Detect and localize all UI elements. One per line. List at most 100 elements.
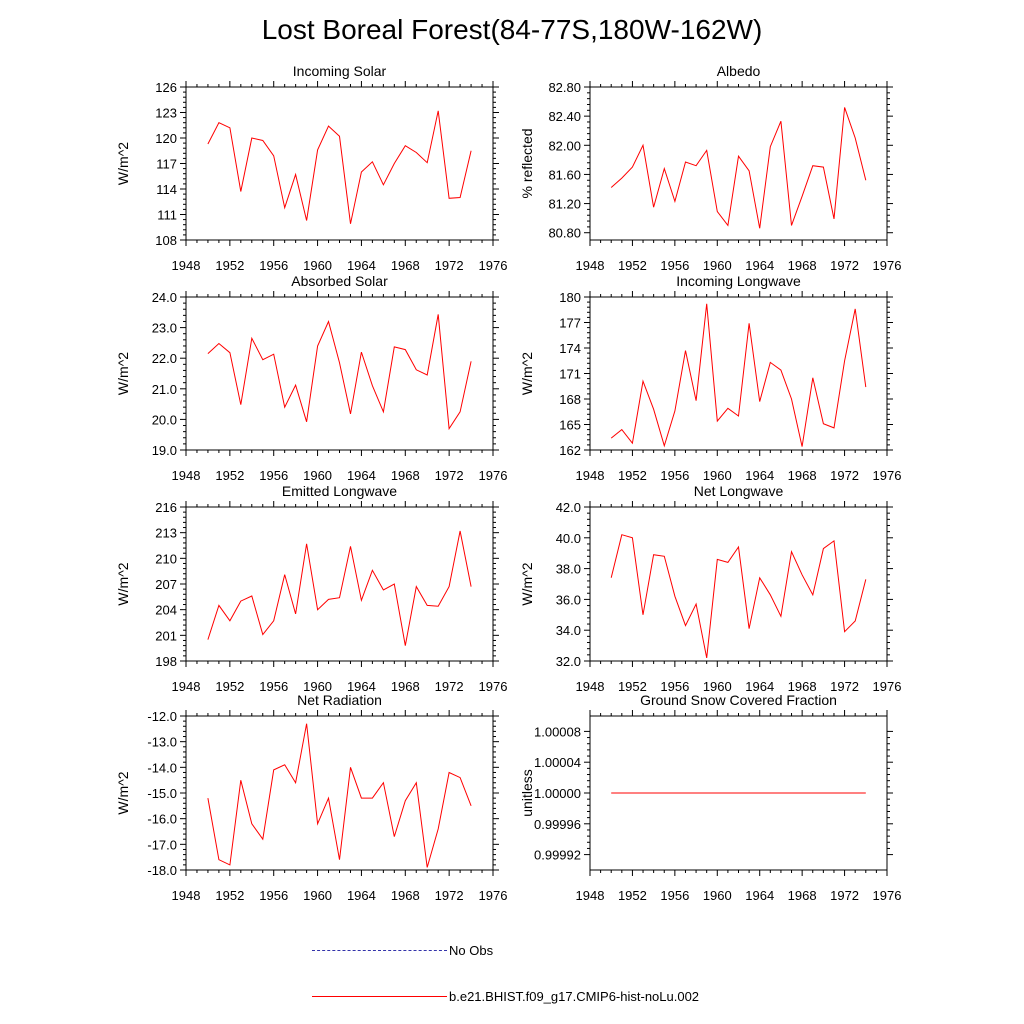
x-tick-label: 1952 xyxy=(618,468,647,483)
y-tick-label: 40.0 xyxy=(556,531,581,546)
x-tick-label: 1956 xyxy=(259,468,288,483)
y-tick-label: 0.99996 xyxy=(534,817,581,832)
y-axis-label: W/m^2 xyxy=(115,352,131,395)
y-tick-label: 20.0 xyxy=(152,412,177,427)
y-tick-label: 207 xyxy=(155,577,177,592)
x-tick-label: 1948 xyxy=(172,258,201,273)
y-tick-label: 114 xyxy=(156,182,177,197)
panel-title: Emitted Longwave xyxy=(282,483,397,499)
y-tick-label: 165 xyxy=(559,418,581,433)
y-tick-label: 117 xyxy=(156,157,177,172)
x-tick-label: 1976 xyxy=(873,888,902,903)
x-tick-label: 1964 xyxy=(745,679,774,694)
y-tick-label: -17.0 xyxy=(147,837,177,852)
y-axis-label: W/m^2 xyxy=(115,142,131,185)
y-tick-label: 108 xyxy=(155,233,177,248)
x-tick-label: 1956 xyxy=(660,888,689,903)
series-line xyxy=(610,303,867,448)
plot-frame xyxy=(185,506,494,662)
x-tick-label: 1964 xyxy=(745,468,774,483)
series-line xyxy=(207,723,472,868)
y-tick-label: 210 xyxy=(155,551,177,566)
x-tick-label: 1960 xyxy=(703,888,732,903)
chart-panel-7: Net Radiation W/m^2 1948 1952 1956 1960 1964 19… xyxy=(115,692,507,903)
y-tick-label: 0.99992 xyxy=(534,848,581,863)
legend-obs-label: No Obs xyxy=(449,943,494,959)
chart-panel-5: Emitted Longwave W/m^2 1948 1952 1956 1960 196… xyxy=(115,483,507,694)
x-tick-label: 1956 xyxy=(259,258,288,273)
y-tick-label: 120 xyxy=(155,131,177,146)
legend-obs-swatch xyxy=(312,950,447,952)
y-tick-label: 111 xyxy=(157,208,177,223)
x-tick-label: 1960 xyxy=(703,258,732,273)
y-tick-label: 19.0 xyxy=(152,443,177,458)
x-tick-label: 1952 xyxy=(618,679,647,694)
x-tick-label: 1952 xyxy=(215,679,244,694)
x-tick-label: 1972 xyxy=(830,468,859,483)
y-tick-label: 180 xyxy=(559,290,581,305)
series-line xyxy=(207,314,472,431)
y-tick-label: 1.00000 xyxy=(534,786,581,801)
panel-title: Absorbed Solar xyxy=(291,273,388,289)
series-line xyxy=(207,530,472,646)
legend-obs: No Obs xyxy=(312,942,493,958)
plot-frame xyxy=(589,506,888,662)
y-tick-label: 162 xyxy=(559,443,581,458)
y-tick-label: 81.20 xyxy=(548,197,581,212)
y-tick-label: 36.0 xyxy=(556,592,581,607)
y-tick-label: 38.0 xyxy=(556,562,581,577)
x-tick-label: 1964 xyxy=(347,888,376,903)
y-tick-label: 24.0 xyxy=(152,290,177,305)
x-tick-label: 1948 xyxy=(576,679,605,694)
y-tick-label: -15.0 xyxy=(147,786,177,801)
x-tick-label: 1964 xyxy=(347,468,376,483)
y-tick-label: 23.0 xyxy=(152,321,177,336)
x-tick-label: 1968 xyxy=(788,468,817,483)
y-tick-label: 34.0 xyxy=(556,623,581,638)
x-tick-label: 1964 xyxy=(347,679,376,694)
panel-title: Incoming Longwave xyxy=(676,273,801,289)
x-tick-label: 1964 xyxy=(745,888,774,903)
x-tick-label: 1968 xyxy=(391,679,420,694)
x-tick-label: 1952 xyxy=(215,888,244,903)
chart-panel-8: Ground Snow Covered Fraction unitless 1948… xyxy=(519,692,901,903)
y-tick-label: -12.0 xyxy=(147,709,177,724)
x-tick-label: 1972 xyxy=(830,888,859,903)
x-tick-label: 1964 xyxy=(347,258,376,273)
y-tick-label: 32.0 xyxy=(556,654,581,669)
y-tick-label: 82.40 xyxy=(548,109,581,124)
y-tick-label: 177 xyxy=(559,316,581,331)
y-tick-label: 201 xyxy=(155,628,177,643)
chart-panel-1: Incoming Solar W/m^2 1948 1952 1956 1960 1964 1… xyxy=(115,63,507,273)
y-tick-label: 82.00 xyxy=(548,138,581,153)
y-tick-label: 21.0 xyxy=(152,382,177,397)
y-tick-label: 1.00008 xyxy=(534,724,581,739)
y-tick-label: 168 xyxy=(559,392,581,407)
y-tick-label: -16.0 xyxy=(147,812,177,827)
y-tick-label: 171 xyxy=(559,367,581,382)
chart-panel-6: Net Longwave W/m^2 1948 1952 1956 1960 1964 196… xyxy=(519,483,901,694)
x-tick-label: 1976 xyxy=(479,468,508,483)
x-tick-label: 1972 xyxy=(435,888,464,903)
x-tick-label: 1948 xyxy=(172,468,201,483)
y-tick-label: 82.80 xyxy=(548,80,581,95)
y-tick-label: 213 xyxy=(155,526,177,541)
x-tick-label: 1948 xyxy=(576,888,605,903)
x-tick-label: 1956 xyxy=(660,258,689,273)
x-tick-label: 1976 xyxy=(873,258,902,273)
x-tick-label: 1948 xyxy=(576,468,605,483)
panel-title: Albedo xyxy=(717,63,761,79)
x-tick-label: 1972 xyxy=(830,258,859,273)
y-tick-label: 123 xyxy=(155,106,177,121)
x-tick-label: 1976 xyxy=(873,468,902,483)
y-tick-label: 80.80 xyxy=(548,226,581,241)
x-tick-label: 1952 xyxy=(215,258,244,273)
main-title: Lost Boreal Forest(84-77S,180W-162W) xyxy=(261,14,763,45)
y-tick-label: 174 xyxy=(559,341,581,356)
legend-model-swatch xyxy=(312,996,447,998)
panel-title: Incoming Solar xyxy=(293,63,387,79)
x-tick-label: 1956 xyxy=(660,468,689,483)
x-tick-label: 1956 xyxy=(660,679,689,694)
x-tick-label: 1972 xyxy=(435,679,464,694)
x-tick-label: 1968 xyxy=(391,888,420,903)
